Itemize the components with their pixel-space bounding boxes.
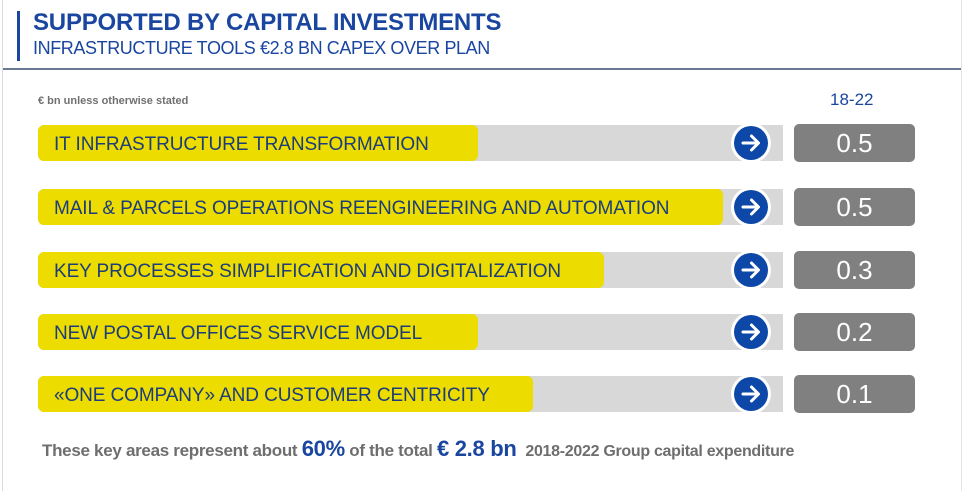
- row-label: «ONE COMPANY» AND CUSTOMER CENTRICITY: [54, 385, 490, 406]
- period-column-header: 18-22: [830, 90, 874, 109]
- investment-row: NEW POSTAL OFFICES SERVICE MODEL 0.2: [38, 312, 916, 352]
- arrow-right-circle-icon[interactable]: [731, 374, 771, 414]
- arrow-right-icon: [741, 261, 760, 279]
- bar-track: KEY PROCESSES SIMPLIFICATION AND DIGITAL…: [38, 252, 783, 288]
- arrow-right-icon: [741, 385, 760, 403]
- bar-track: IT INFRASTRUCTURE TRANSFORMATION: [38, 125, 783, 161]
- bar-track: NEW POSTAL OFFICES SERVICE MODEL: [38, 314, 783, 350]
- value-badge: 0.2: [794, 313, 915, 351]
- investment-row: IT INFRASTRUCTURE TRANSFORMATION 0.5: [38, 123, 916, 163]
- title-accent-bar: [17, 11, 20, 61]
- investment-row: KEY PROCESSES SIMPLIFICATION AND DIGITAL…: [38, 250, 916, 290]
- footer-highlight-total: € 2.8 bn: [436, 436, 517, 461]
- row-label: MAIL & PARCELS OPERATIONS REENGINEERING …: [54, 198, 670, 219]
- arrow-right-circle-icon[interactable]: [731, 187, 771, 227]
- bar-fill: [38, 125, 478, 161]
- bar-fill: [38, 189, 723, 225]
- right-border: [961, 0, 962, 491]
- header-divider: [3, 68, 961, 70]
- footer-summary: These key areas represent about 60% of t…: [42, 436, 794, 462]
- arrow-right-circle-icon[interactable]: [731, 123, 771, 163]
- unit-note: € bn unless otherwise stated: [38, 95, 189, 107]
- row-label: IT INFRASTRUCTURE TRANSFORMATION: [54, 134, 429, 155]
- bar-fill: [38, 376, 533, 412]
- value-badge: 0.5: [794, 188, 915, 226]
- arrow-right-circle-icon[interactable]: [731, 312, 771, 352]
- arrow-right-icon: [741, 323, 760, 341]
- arrow-right-circle-icon[interactable]: [731, 250, 771, 290]
- investment-row: «ONE COMPANY» AND CUSTOMER CENTRICITY 0.1: [38, 374, 916, 414]
- footer-text-1: These key areas represent about: [42, 441, 302, 460]
- bar-track: «ONE COMPANY» AND CUSTOMER CENTRICITY: [38, 376, 783, 412]
- page-subtitle: INFRASTRUCTURE TOOLS €2.8 BN CAPEX OVER …: [33, 38, 490, 58]
- bar-track: MAIL & PARCELS OPERATIONS REENGINEERING …: [38, 189, 783, 225]
- value-badge: 0.3: [794, 251, 915, 289]
- value-badge: 0.1: [794, 375, 915, 413]
- footer-text-2: of the total: [344, 441, 437, 460]
- left-border: [2, 0, 3, 491]
- footer-text-3: 2018-2022 Group capital expenditure: [525, 443, 795, 460]
- row-label: KEY PROCESSES SIMPLIFICATION AND DIGITAL…: [54, 261, 561, 282]
- bar-fill: [38, 252, 604, 288]
- bar-fill: [38, 314, 478, 350]
- arrow-right-icon: [741, 198, 760, 216]
- row-label: NEW POSTAL OFFICES SERVICE MODEL: [54, 323, 423, 344]
- page-title: SUPPORTED BY CAPITAL INVESTMENTS: [33, 9, 502, 36]
- investment-row: MAIL & PARCELS OPERATIONS REENGINEERING …: [38, 187, 916, 227]
- value-badge: 0.5: [794, 124, 915, 162]
- arrow-right-icon: [741, 134, 760, 152]
- footer-highlight-percent: 60%: [301, 436, 345, 461]
